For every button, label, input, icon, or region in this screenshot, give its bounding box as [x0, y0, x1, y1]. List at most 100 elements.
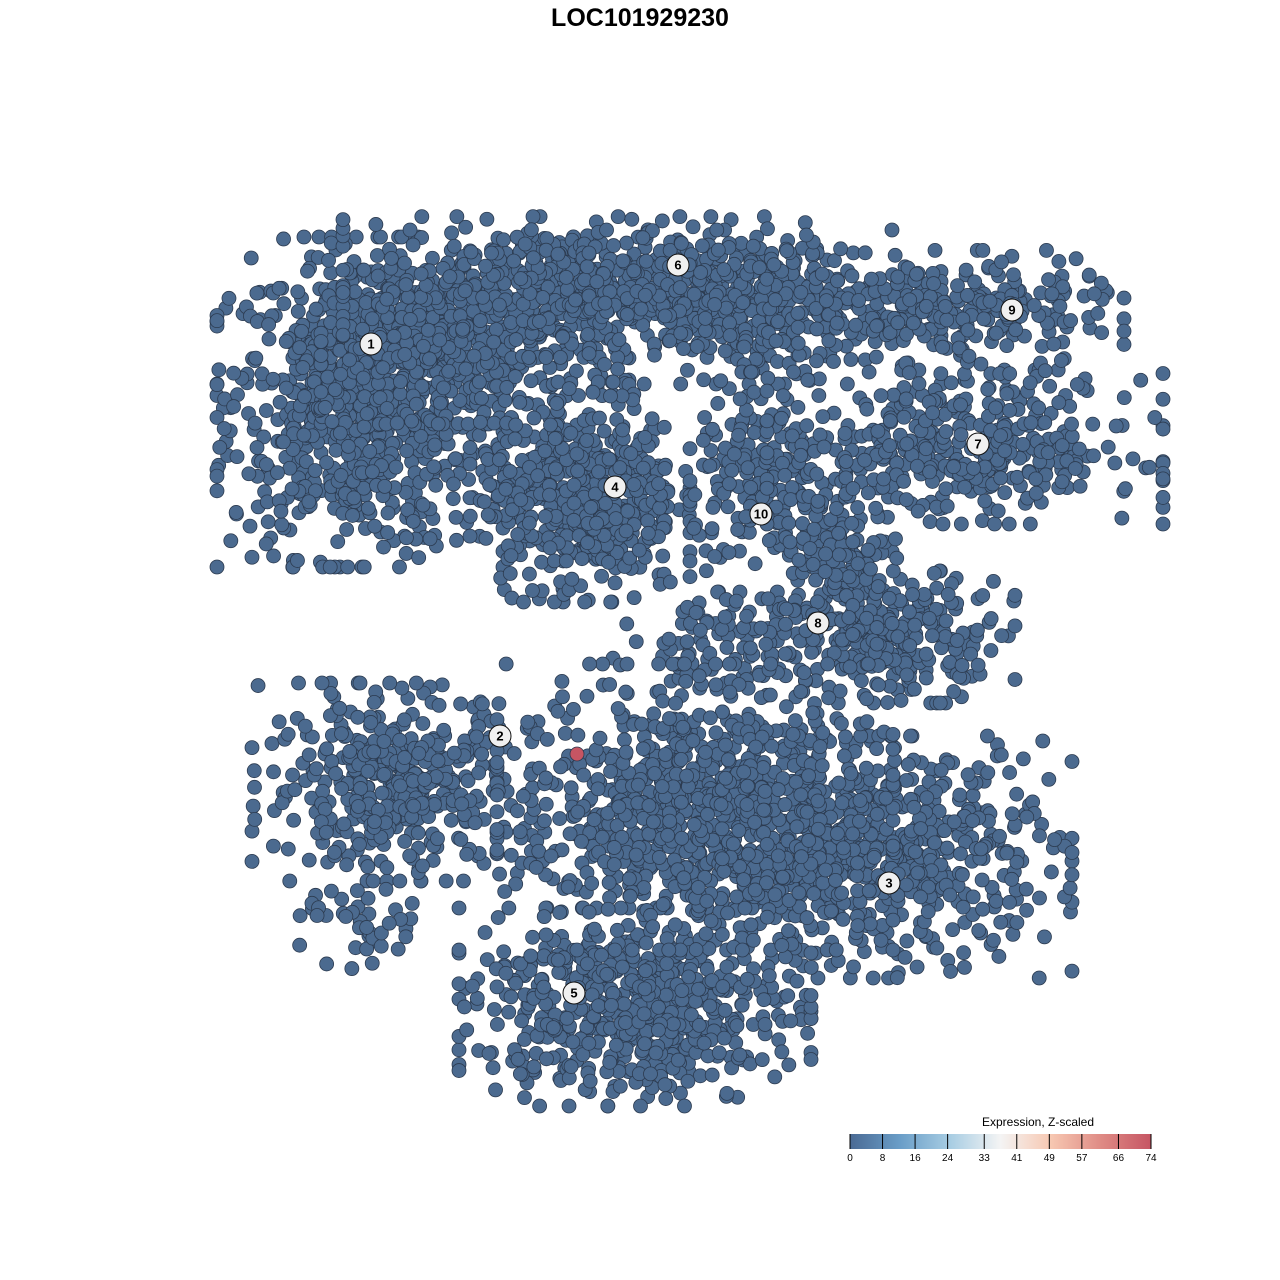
data-point: [366, 694, 382, 710]
data-point: [805, 556, 821, 572]
data-point: [821, 333, 837, 349]
data-point: [250, 678, 266, 693]
data-point: [647, 347, 662, 363]
data-point: [611, 332, 627, 348]
data-point: [525, 250, 541, 266]
data-point: [399, 530, 414, 546]
data-point: [860, 542, 876, 558]
data-point: [364, 464, 380, 480]
data-point: [626, 263, 642, 279]
data-point: [386, 328, 402, 344]
data-point: [503, 847, 519, 863]
data-point: [888, 531, 903, 547]
data-point: [898, 391, 914, 407]
data-point: [933, 762, 949, 778]
data-point: [953, 516, 969, 532]
data-point: [631, 542, 647, 558]
data-point: [522, 566, 537, 582]
data-point: [865, 970, 881, 986]
data-point: [324, 414, 340, 429]
data-point: [503, 315, 519, 330]
data-point: [369, 248, 385, 263]
data-point: [497, 393, 513, 408]
data-point: [585, 384, 601, 400]
data-point: [674, 235, 689, 251]
data-point: [402, 312, 418, 327]
data-point: [462, 528, 478, 544]
data-point: [453, 832, 469, 847]
data-point: [474, 390, 489, 406]
data-point: [628, 634, 644, 650]
data-point: [809, 353, 824, 369]
data-point: [352, 675, 368, 691]
data-point: [384, 250, 399, 266]
data-point: [881, 590, 897, 606]
data-point: [334, 781, 350, 796]
data-point: [946, 814, 962, 830]
data-point: [209, 410, 225, 425]
data-point: [829, 501, 844, 516]
data-point: [885, 563, 901, 579]
data-point: [747, 556, 763, 572]
data-point: [376, 539, 391, 555]
data-point: [294, 323, 309, 339]
data-point: [273, 503, 289, 519]
data-point: [591, 464, 607, 480]
data-point: [1022, 375, 1038, 391]
data-point: [909, 959, 925, 975]
data-point: [1039, 242, 1054, 258]
data-point: [720, 499, 736, 515]
data-point: [324, 753, 340, 769]
data-point: [710, 242, 726, 258]
data-point: [722, 315, 737, 331]
data-point: [842, 659, 858, 675]
data-point: [640, 513, 656, 529]
data-point: [430, 416, 446, 432]
data-point: [1019, 902, 1034, 918]
data-point: [328, 766, 344, 781]
data-point: [759, 271, 775, 287]
data-point: [709, 222, 725, 238]
points-layer: [209, 209, 1171, 1114]
data-point: [516, 594, 531, 610]
data-point: [396, 712, 412, 728]
data-point: [956, 945, 971, 961]
data-point: [774, 410, 789, 426]
data-point: [994, 628, 1010, 644]
data-point: [332, 425, 348, 441]
data-point: [333, 468, 349, 483]
data-point: [868, 349, 884, 365]
data-point: [845, 627, 860, 642]
data-point: [247, 779, 262, 795]
data-point: [716, 262, 732, 277]
data-point: [478, 258, 493, 274]
data-point: [814, 266, 830, 282]
data-point: [313, 348, 329, 363]
data-point: [990, 503, 1006, 519]
data-point: [444, 225, 459, 241]
data-point: [287, 782, 303, 798]
data-point: [1063, 313, 1079, 328]
data-point: [327, 382, 343, 397]
data-point: [973, 356, 989, 372]
data-point: [864, 271, 879, 287]
data-point: [975, 901, 991, 917]
data-point: [1054, 474, 1070, 490]
data-point: [1064, 754, 1080, 769]
data-point: [721, 545, 737, 560]
data-point: [685, 219, 701, 235]
data-point: [1031, 970, 1047, 986]
data-point: [436, 380, 451, 396]
data-point: [1116, 390, 1132, 406]
data-point: [446, 745, 462, 761]
data-point: [938, 613, 954, 629]
data-point: [826, 354, 841, 369]
data-point: [1051, 395, 1067, 411]
data-point: [393, 778, 408, 794]
data-point: [1022, 516, 1038, 532]
data-point: [759, 383, 775, 399]
data-point: [619, 616, 635, 632]
data-point: [804, 644, 819, 660]
data-point: [800, 372, 816, 388]
data-point: [441, 363, 457, 379]
